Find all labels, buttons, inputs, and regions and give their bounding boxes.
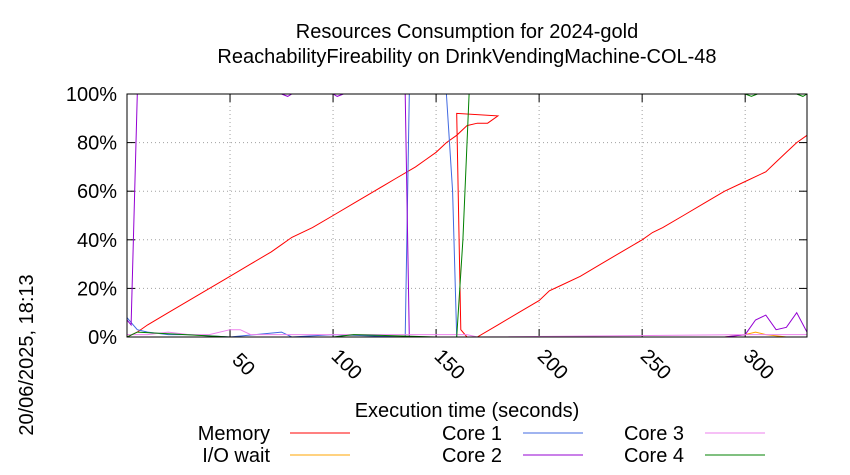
legend-label-core-4: Core 4 [624,445,684,467]
grid [127,94,807,337]
series-line-core-3 [127,329,807,338]
x-tick-label: 200 [533,345,572,384]
series-line-memory [126,112,808,338]
legend-label-core-1: Core 1 [442,423,502,445]
legend-label-core-2: Core 2 [442,445,502,467]
x-tick-label: 100 [327,345,366,384]
plot-frame [126,93,808,338]
y-tick-label: 40% [77,230,117,252]
series-lines [126,93,808,338]
y-tick-label: 20% [77,278,117,300]
legend-label-core-3: Core 3 [624,423,684,445]
y-axis: 0% 20% 40% 60% 80% 100% [66,84,807,349]
timestamp-label: 20/06/2025, 18:13 [16,274,38,435]
legend-label-i-o-wait: I/O wait [202,445,270,467]
chart-title: Resources Consumption for 2024-gold [296,21,638,43]
legend-label-memory: Memory [198,423,270,445]
series-line-core-1 [126,93,807,338]
x-tick-label: 50 [228,349,259,380]
x-axis: 50 100 150 200 250 300 [228,94,778,384]
series-line-core-2 [126,93,808,338]
x-axis-label: Execution time (seconds) [355,400,580,422]
y-tick-label: 0% [88,327,117,349]
y-tick-label: 60% [77,181,117,203]
y-tick-label: 80% [77,133,117,155]
chart-subtitle: ReachabilityFireability on DrinkVendingM… [217,46,716,68]
y-tick-label: 100% [66,84,117,106]
x-tick-label: 300 [739,345,778,384]
x-tick-label: 250 [636,345,675,384]
series-line-core-4 [126,93,808,338]
x-tick-label: 150 [430,345,469,384]
